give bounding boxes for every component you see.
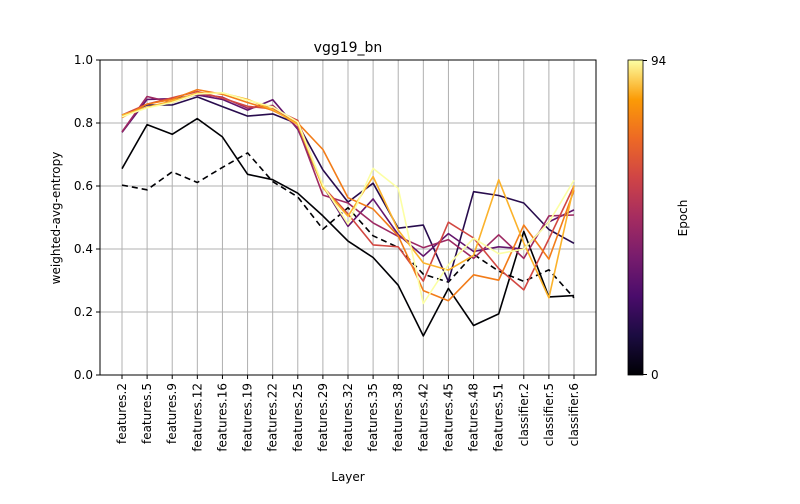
- x-tick-label: features.9: [165, 383, 179, 444]
- x-tick-label: features.29: [316, 383, 330, 452]
- series-line-6: [121, 88, 575, 302]
- x-tick-label: features.19: [241, 383, 255, 452]
- y-tick-label: 0.2: [74, 305, 93, 319]
- x-tick-label: features.35: [366, 383, 380, 452]
- x-tick-label: features.51: [492, 383, 506, 452]
- series-line-2: [121, 96, 575, 283]
- x-tick-label: features.22: [266, 383, 280, 452]
- colorbar-label: Epoch: [676, 200, 690, 237]
- x-tick-label: features.48: [467, 383, 481, 452]
- x-tick-label: classifier.2: [517, 383, 531, 446]
- chart-title: vgg19_bn: [314, 40, 383, 56]
- y-axis-label: weighted-avg-entropy: [49, 152, 63, 285]
- series-line-7: [121, 92, 575, 299]
- x-tick-label: features.45: [441, 383, 455, 452]
- colorbar-max-label: 94: [651, 54, 666, 68]
- x-tick-label: features.38: [391, 383, 405, 452]
- y-tick-label: 1.0: [74, 53, 93, 67]
- y-tick-label: 0.4: [74, 242, 93, 256]
- x-tick-label: features.12: [190, 383, 204, 452]
- y-tick-label: 0.0: [74, 368, 93, 382]
- colorbar: 94 0 Epoch: [627, 54, 690, 382]
- x-tick-label: classifier.5: [542, 383, 556, 446]
- x-tick-label: features.5: [140, 383, 154, 444]
- x-tick-label: features.32: [341, 383, 355, 452]
- x-tick-label: features.2: [115, 383, 129, 444]
- x-axis-label: Layer: [331, 470, 365, 484]
- y-tick-label: 0.6: [74, 179, 93, 193]
- series-line-3: [121, 94, 575, 258]
- y-tick-label: 0.8: [74, 116, 93, 130]
- series-line-5: [121, 90, 575, 291]
- x-tick-label: features.16: [215, 383, 229, 452]
- x-tick-label: classifier.6: [567, 383, 581, 446]
- colorbar-min-label: 0: [651, 368, 659, 382]
- colorbar-gradient: [627, 59, 644, 376]
- series-line-1: [121, 117, 575, 337]
- x-tick-label: features.25: [291, 383, 305, 452]
- series-line-0: [121, 152, 575, 299]
- x-tick-label: features.42: [416, 383, 430, 452]
- series-line-8: [121, 92, 575, 305]
